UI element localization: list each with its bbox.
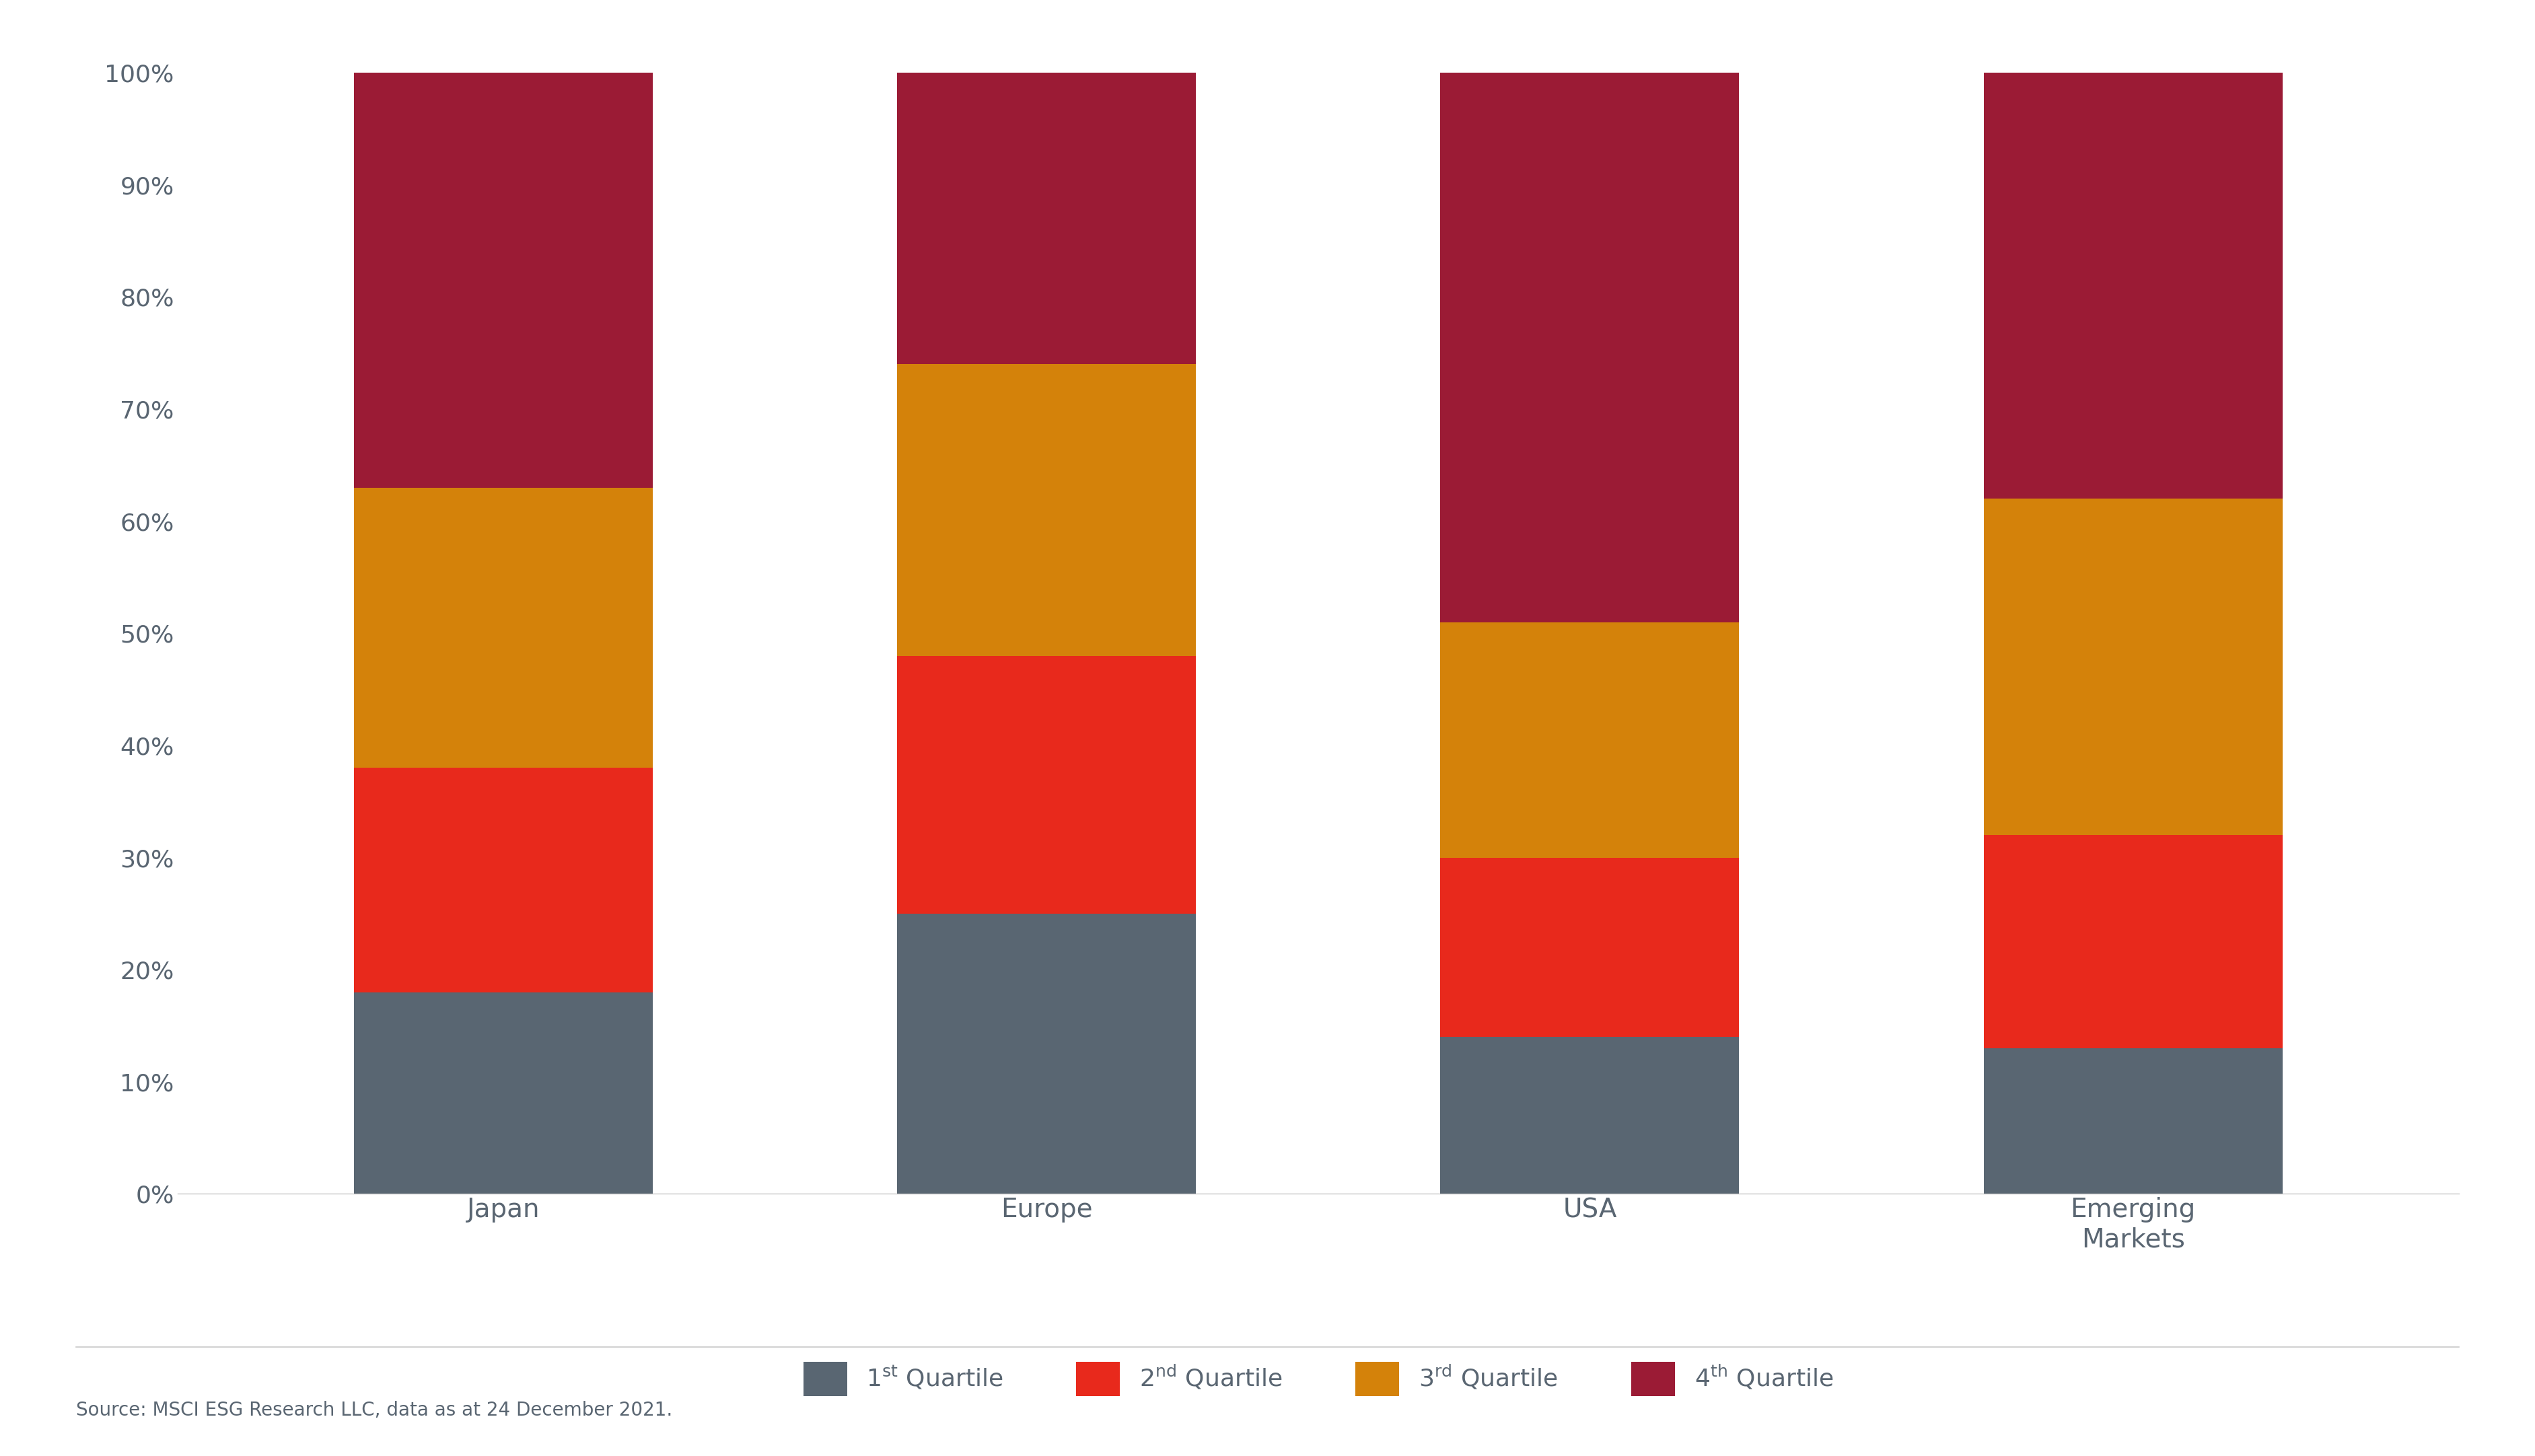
- Bar: [1440, 858, 1739, 1037]
- Bar: [1982, 73, 2282, 499]
- Bar: [1440, 1037, 1739, 1194]
- Bar: [897, 655, 1197, 914]
- Bar: [355, 767, 651, 992]
- Bar: [355, 73, 651, 488]
- Bar: [1440, 73, 1739, 622]
- Bar: [355, 992, 651, 1194]
- Bar: [897, 73, 1197, 364]
- Text: Source: MSCI ESG Research LLC, data as at 24 December 2021.: Source: MSCI ESG Research LLC, data as a…: [76, 1401, 672, 1420]
- Bar: [897, 364, 1197, 655]
- Bar: [355, 488, 651, 767]
- Bar: [1440, 622, 1739, 858]
- Bar: [1982, 836, 2282, 1048]
- Bar: [1982, 1048, 2282, 1194]
- Bar: [897, 914, 1197, 1194]
- Bar: [1982, 499, 2282, 836]
- Legend: $1^{\mathregular{st}}$ Quartile, $2^{\mathregular{nd}}$ Quartile, $3^{\mathregul: $1^{\mathregular{st}}$ Quartile, $2^{\ma…: [793, 1351, 1843, 1405]
